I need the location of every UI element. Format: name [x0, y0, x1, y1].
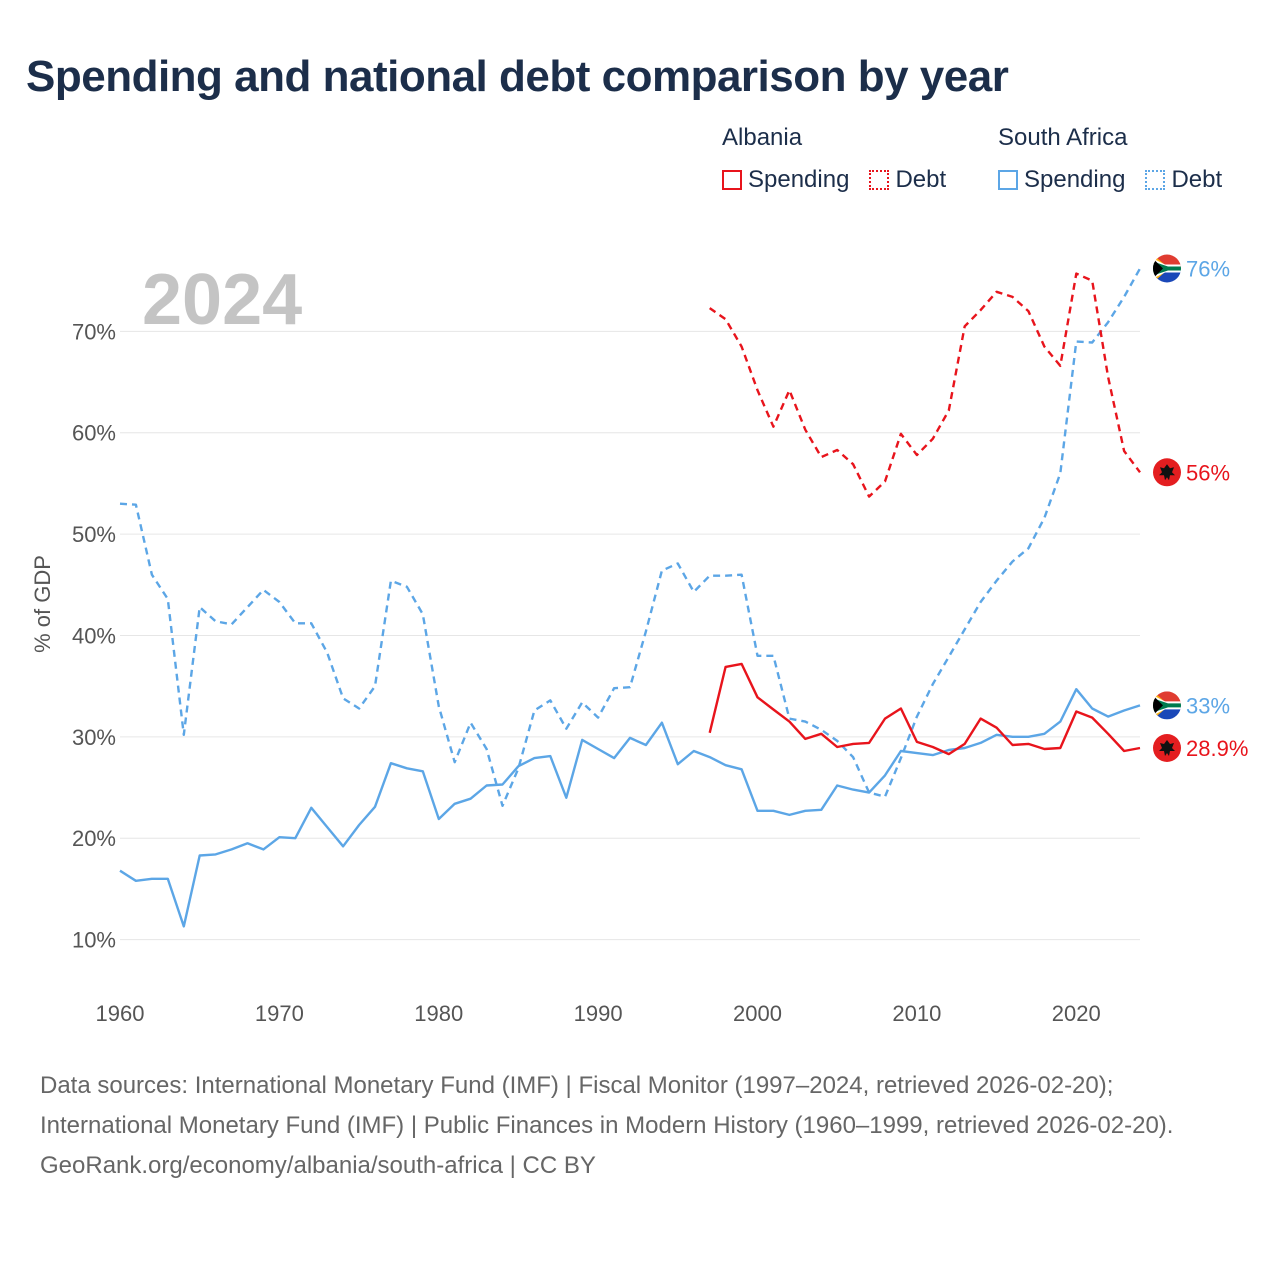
sources-footer: Data sources: International Monetary Fun…	[40, 1066, 1240, 1186]
y-axis-label: % of GDP	[30, 555, 55, 653]
legend-item-albania-spending[interactable]: Spending	[722, 166, 849, 194]
legend-item-south-africa-debt[interactable]: Debt	[1145, 166, 1222, 194]
legend-swatch-dotted	[869, 170, 890, 190]
x-tick-label: 2020	[1052, 1001, 1101, 1026]
legend-group-south-africa: South Africa Spending Debt	[998, 124, 1222, 194]
end-value-label: 28.9%	[1186, 736, 1248, 761]
series-line-south-africa-debt[interactable]	[119, 267, 1142, 807]
year-label: 2024	[142, 260, 302, 340]
y-tick-label: 70%	[72, 319, 116, 344]
end-value-label: 76%	[1186, 257, 1230, 282]
gridlines	[120, 330, 1140, 941]
end-labels: 76% 33% 56% 28.9%	[1153, 255, 1248, 762]
south-africa-flag-icon	[1153, 691, 1181, 719]
series-line-albania-debt[interactable]	[709, 272, 1141, 498]
x-tick-label: 2010	[892, 1001, 941, 1026]
legend-swatch-solid	[722, 170, 742, 190]
line-chart: 10% 20% 30% 40% 50% 60% 70% 1960 1970 1980 1990 20…	[30, 0, 1248, 1026]
x-tick-label: 1990	[574, 1001, 623, 1026]
y-tick-label: 50%	[72, 522, 116, 547]
y-axis: 10% 20% 30% 40% 50% 60% 70%	[72, 319, 116, 952]
x-tick-label: 2000	[733, 1001, 782, 1026]
series-layer	[119, 267, 1142, 928]
x-axis: 1960 1970 1980 1990 2000 2010 2020	[96, 1001, 1101, 1026]
legend-swatch-dotted	[1145, 170, 1166, 190]
legend-country-south-africa: South Africa	[998, 124, 1128, 151]
legend-label: Debt	[1171, 166, 1223, 193]
legend-label: Debt	[895, 166, 947, 193]
legend-label: Spending	[748, 166, 850, 193]
y-tick-label: 10%	[72, 928, 116, 953]
series-line-south-africa-spending[interactable]	[119, 688, 1141, 928]
legend-swatch-solid	[998, 170, 1018, 190]
south-africa-flag-icon	[1153, 255, 1181, 283]
legend-item-south-africa-spending[interactable]: Spending	[998, 166, 1125, 194]
y-tick-label: 60%	[72, 421, 116, 446]
y-tick-label: 40%	[72, 623, 116, 648]
data-sources-text: Data sources: International Monetary Fun…	[40, 1072, 1174, 1139]
series-line-albania-spending[interactable]	[708, 662, 1141, 756]
legend-label: Spending	[1024, 166, 1126, 193]
x-tick-label: 1980	[414, 1001, 463, 1026]
y-tick-label: 30%	[72, 725, 116, 750]
legend-item-albania-debt[interactable]: Debt	[869, 166, 946, 194]
end-value-label: 56%	[1186, 460, 1230, 485]
albania-flag-icon	[1153, 734, 1181, 762]
attribution-text[interactable]: GeoRank.org/economy/albania/south-africa…	[40, 1152, 596, 1179]
x-tick-label: 1960	[96, 1001, 145, 1026]
y-tick-label: 20%	[72, 826, 116, 851]
chart-title: Spending and national debt comparison by…	[26, 52, 1009, 101]
x-tick-label: 1970	[255, 1001, 304, 1026]
end-value-label: 33%	[1186, 693, 1230, 718]
legend-group-albania: Albania Spending Debt	[722, 124, 946, 194]
albania-flag-icon	[1153, 458, 1181, 487]
legend-country-albania: Albania	[722, 124, 803, 151]
